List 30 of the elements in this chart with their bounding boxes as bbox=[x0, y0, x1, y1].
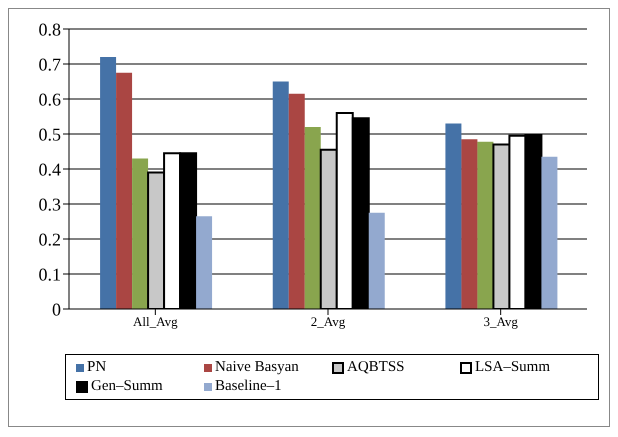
legend-label: AQBTSS bbox=[347, 358, 405, 377]
legend-label: Baseline–1 bbox=[215, 377, 282, 396]
bar bbox=[541, 156, 558, 309]
legend-label: LSA–Summ bbox=[475, 358, 550, 377]
bar bbox=[368, 212, 385, 309]
bar bbox=[288, 94, 305, 309]
y-tick-label: 0.5 bbox=[38, 124, 61, 144]
x-tick-label: 3_Avg bbox=[483, 314, 518, 330]
y-tick-label: 0.6 bbox=[38, 89, 61, 110]
legend-label: Gen–Summ bbox=[91, 377, 163, 396]
y-tick-label: 0.3 bbox=[38, 194, 61, 214]
legend-label: PN bbox=[87, 358, 106, 377]
y-tick-label: 0.7 bbox=[38, 54, 61, 74]
bar bbox=[461, 139, 478, 309]
bar bbox=[272, 82, 289, 309]
y-tick-label: 0.8 bbox=[38, 19, 61, 40]
y-tick-label: 0.2 bbox=[38, 229, 61, 250]
legend-label: Naive Basyan bbox=[215, 358, 299, 377]
y-tick-label: 0.4 bbox=[38, 159, 61, 180]
bar bbox=[304, 127, 321, 309]
bar bbox=[445, 124, 462, 309]
bar bbox=[116, 72, 132, 309]
bar bbox=[477, 142, 494, 309]
bar bbox=[196, 216, 212, 309]
bar bbox=[100, 57, 116, 309]
bar bbox=[132, 158, 148, 309]
y-tick-label: 0.1 bbox=[38, 264, 61, 284]
x-tick-label: 2_Avg bbox=[310, 314, 346, 330]
x-tick-label: All_Avg bbox=[133, 314, 178, 330]
y-tick-label: 0 bbox=[52, 299, 61, 320]
